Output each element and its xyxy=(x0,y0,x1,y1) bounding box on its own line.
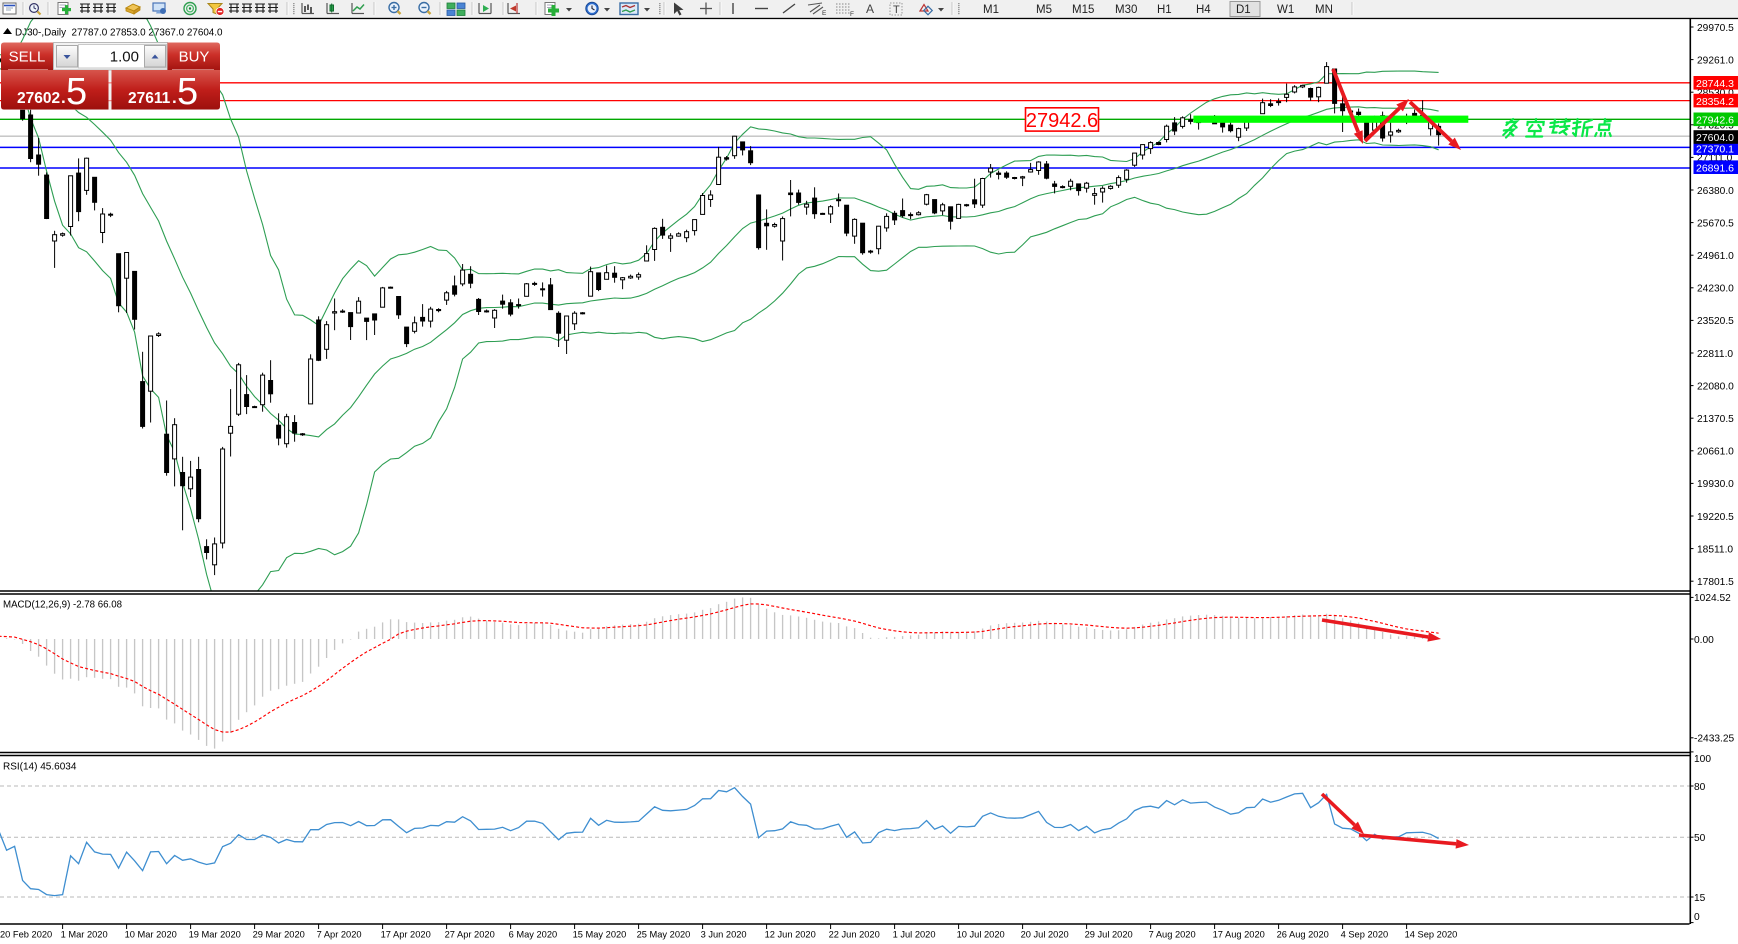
svg-text:22811.0: 22811.0 xyxy=(1697,349,1733,360)
svg-text:M30: M30 xyxy=(1115,4,1137,16)
svg-text:27370.1: 27370.1 xyxy=(1696,143,1734,155)
svg-text:T: T xyxy=(893,4,900,16)
svg-text:20 Jul 2020: 20 Jul 2020 xyxy=(1021,930,1069,940)
svg-text:4 Sep 2020: 4 Sep 2020 xyxy=(1341,930,1389,940)
svg-text:0.00: 0.00 xyxy=(1694,635,1714,646)
svg-text:17801.5: 17801.5 xyxy=(1697,577,1734,588)
svg-text:SELL: SELL xyxy=(9,49,46,66)
svg-text:25670.5: 25670.5 xyxy=(1697,218,1734,229)
svg-text:DJ30-,Daily 27787.0 27853.0 2: DJ30-,Daily 27787.0 27853.0 27367.0 2760… xyxy=(15,28,223,39)
svg-text:17 Apr 2020: 17 Apr 2020 xyxy=(381,930,431,940)
svg-text:21370.5: 21370.5 xyxy=(1697,414,1734,425)
svg-text:26891.6: 26891.6 xyxy=(1696,162,1734,174)
svg-text:22080.0: 22080.0 xyxy=(1697,381,1734,392)
svg-text:14 Sep 2020: 14 Sep 2020 xyxy=(1405,930,1458,940)
svg-text:19 Mar 2020: 19 Mar 2020 xyxy=(189,930,241,940)
svg-text:A: A xyxy=(866,2,874,16)
svg-text:26 Aug 2020: 26 Aug 2020 xyxy=(1277,930,1329,940)
svg-text:22 Jun 2020: 22 Jun 2020 xyxy=(829,930,880,940)
svg-text:24961.0: 24961.0 xyxy=(1697,251,1734,262)
svg-text:27111.0: 27111.0 xyxy=(1697,153,1733,164)
svg-text:24230.0: 24230.0 xyxy=(1697,284,1734,295)
svg-text:0: 0 xyxy=(1694,912,1700,923)
svg-text:E: E xyxy=(822,10,827,17)
svg-text:27602: 27602 xyxy=(17,90,60,107)
svg-text:23520.5: 23520.5 xyxy=(1697,316,1734,327)
svg-text:50: 50 xyxy=(1694,833,1706,844)
svg-text:10 Jul 2020: 10 Jul 2020 xyxy=(957,930,1005,940)
svg-text:17 Aug 2020: 17 Aug 2020 xyxy=(1213,930,1265,940)
svg-text:D1: D1 xyxy=(1236,4,1251,16)
svg-text:27 Apr 2020: 27 Apr 2020 xyxy=(445,930,495,940)
svg-text:M5: M5 xyxy=(1036,4,1052,16)
svg-text:5: 5 xyxy=(177,71,198,113)
svg-text:20661.0: 20661.0 xyxy=(1697,447,1734,458)
svg-text:27942.6: 27942.6 xyxy=(1696,115,1734,127)
svg-text:10 Mar 2020: 10 Mar 2020 xyxy=(125,930,177,940)
svg-text:12 Jun 2020: 12 Jun 2020 xyxy=(765,930,816,940)
svg-text:M15: M15 xyxy=(1072,4,1094,16)
svg-text:29 Jul 2020: 29 Jul 2020 xyxy=(1085,930,1133,940)
svg-text:BUY: BUY xyxy=(179,49,210,66)
svg-text:1.00: 1.00 xyxy=(110,49,139,66)
svg-text:5: 5 xyxy=(66,71,87,113)
svg-text:15 May 2020: 15 May 2020 xyxy=(573,930,627,940)
svg-text:19220.5: 19220.5 xyxy=(1697,512,1734,523)
svg-text:29261.0: 29261.0 xyxy=(1697,55,1734,66)
svg-text:RSI(14) 45.6034: RSI(14) 45.6034 xyxy=(3,762,77,773)
svg-text:28530.0: 28530.0 xyxy=(1697,88,1734,99)
svg-text:H4: H4 xyxy=(1196,4,1211,16)
svg-text:MN: MN xyxy=(1315,4,1333,16)
svg-text:29970.5: 29970.5 xyxy=(1697,23,1734,34)
svg-text:H1: H1 xyxy=(1157,4,1172,16)
svg-text:28354.2: 28354.2 xyxy=(1696,96,1734,108)
svg-text:-2433.25: -2433.25 xyxy=(1694,734,1735,745)
svg-text:20 Feb 2020: 20 Feb 2020 xyxy=(0,930,52,940)
svg-text:27820.5: 27820.5 xyxy=(1697,121,1734,132)
svg-text:.: . xyxy=(172,88,177,107)
svg-text:W1: W1 xyxy=(1277,4,1294,16)
svg-text:F: F xyxy=(850,11,854,18)
svg-text:1024.52: 1024.52 xyxy=(1694,593,1731,604)
svg-text:27611: 27611 xyxy=(128,90,171,107)
svg-text:7 Apr 2020: 7 Apr 2020 xyxy=(317,930,362,940)
svg-text:27604.0: 27604.0 xyxy=(1696,132,1734,144)
svg-text:.: . xyxy=(61,88,66,107)
svg-text:7 Aug 2020: 7 Aug 2020 xyxy=(1149,930,1196,940)
svg-text:15: 15 xyxy=(1694,893,1706,904)
svg-text:1 Jul 2020: 1 Jul 2020 xyxy=(893,930,936,940)
svg-text:25 May 2020: 25 May 2020 xyxy=(637,930,691,940)
svg-text:18511.0: 18511.0 xyxy=(1697,544,1733,555)
svg-text:26380.0: 26380.0 xyxy=(1697,186,1734,197)
svg-text:3 Jun 2020: 3 Jun 2020 xyxy=(701,930,747,940)
svg-text:M1: M1 xyxy=(983,4,999,16)
svg-text:28744.3: 28744.3 xyxy=(1696,78,1734,90)
svg-text:80: 80 xyxy=(1694,782,1706,793)
svg-text:1 Mar 2020: 1 Mar 2020 xyxy=(61,930,108,940)
svg-text:29 Mar 2020: 29 Mar 2020 xyxy=(253,930,305,940)
svg-text:6 May 2020: 6 May 2020 xyxy=(509,930,558,940)
svg-text:27942.6: 27942.6 xyxy=(1026,110,1098,132)
svg-text:19930.0: 19930.0 xyxy=(1697,479,1734,490)
svg-text:100: 100 xyxy=(1694,754,1711,765)
svg-text:MACD(12,26,9) -2.78 66.08: MACD(12,26,9) -2.78 66.08 xyxy=(3,600,122,611)
